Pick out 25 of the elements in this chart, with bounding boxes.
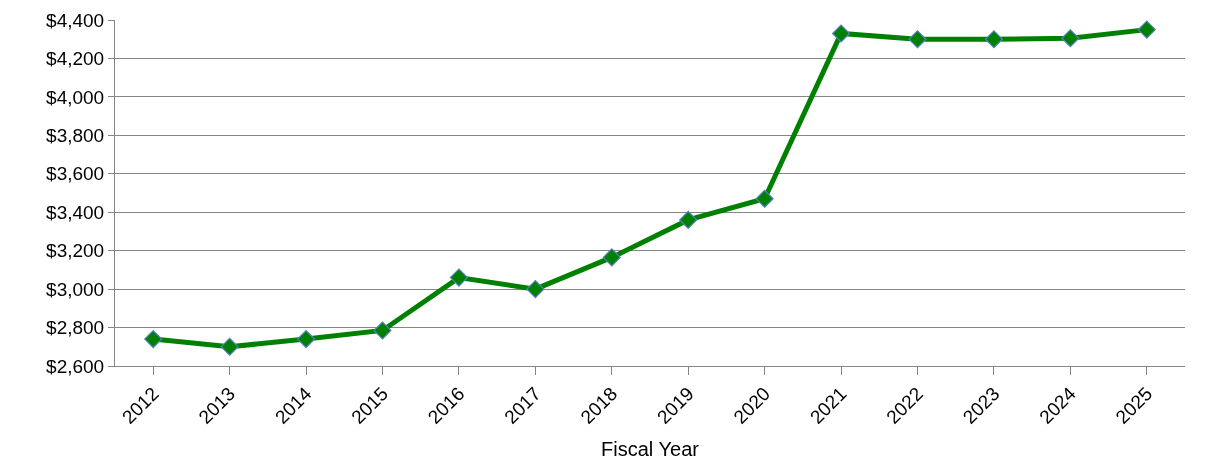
point xyxy=(220,337,239,356)
y-tick-label: $4,200 xyxy=(46,48,105,70)
point xyxy=(602,248,621,267)
y-tick-label: $3,200 xyxy=(46,240,105,262)
point xyxy=(449,268,468,287)
y-tick-label: $3,600 xyxy=(46,163,105,185)
y-tick-label: $2,800 xyxy=(46,317,105,339)
point xyxy=(755,189,774,208)
y-tick-label: $3,000 xyxy=(46,278,105,300)
y-tick-label: $4,000 xyxy=(46,86,105,108)
point xyxy=(1137,20,1156,39)
point xyxy=(1061,29,1080,48)
point xyxy=(832,24,851,43)
point xyxy=(679,210,698,229)
y-tick-label: $4,400 xyxy=(46,9,105,31)
y-tick-label: $3,400 xyxy=(46,201,105,223)
x-axis-title: Fiscal Year xyxy=(601,438,700,461)
point xyxy=(144,330,163,349)
y-tick-label: $2,600 xyxy=(46,355,105,377)
point xyxy=(297,330,316,349)
point xyxy=(908,30,927,49)
point xyxy=(984,30,1003,49)
point xyxy=(373,321,392,340)
point xyxy=(526,280,545,299)
y-tick-label: $3,800 xyxy=(46,124,105,146)
